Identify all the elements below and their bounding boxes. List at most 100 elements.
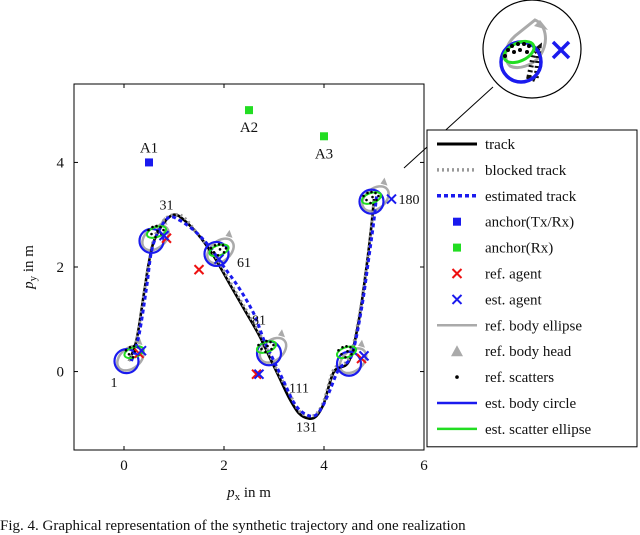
ref-scatter-point [150,232,153,236]
ref-body-head [380,177,388,186]
ref-scatter-point [340,352,343,356]
ref-scatter-point [269,340,272,344]
legend-swatch-body-head [451,345,463,357]
ref-scatter-point [341,345,344,349]
legend-box [426,129,638,448]
ref-scatter-point [266,344,269,348]
ref-scatter-point [131,355,135,359]
ref-scatter-point [350,352,353,356]
ref-scatter-point [349,345,352,349]
ref-scatter-point [128,345,132,349]
ref-scatter-point [365,198,368,202]
figure-caption: Fig. 4. Graphical representation of the … [0,518,466,534]
legend-swatch-agent [451,294,463,305]
est-scatter-ellipse [335,345,358,360]
x-tick-label: 2 [220,458,228,474]
ref-scatter-point [212,251,216,254]
ref-agent-marker [193,264,205,275]
ref-scatter-point [257,343,260,347]
legend-label: ref. agent [485,267,542,283]
est-body-circle [358,188,385,215]
ref-scatter-point [132,344,136,348]
ref-body-head [278,329,285,338]
ref-scatter-point [162,228,165,232]
ref-scatter-point [221,244,225,247]
time-index-label: 111 [289,381,309,396]
ref-scatter-point [370,190,373,194]
est-scatter-ellipse [208,243,230,258]
ref-scatter-point [270,347,273,351]
ref-scatter-point [337,348,340,352]
ref-scatter-point [352,348,355,352]
y-tick-label: 0 [57,365,65,381]
ref-scatter-point [377,194,380,198]
ref-scatter-point [345,344,348,348]
ref-scatter-point [155,224,158,228]
ref-scatter-point [272,343,275,347]
x-axis-label: px in m [226,485,271,503]
ref-scatter-point [265,339,268,343]
ref-scatter-point [366,191,369,195]
ref-scatter-point [264,350,267,354]
ref-scatter-point [159,225,162,229]
ref-agent-marker [251,368,262,380]
ref-scatter-point [124,348,128,352]
est-body-circle [203,240,230,268]
x-tick-label: 4 [320,458,328,474]
est-agent-marker [386,193,397,205]
time-index-label: 31 [160,198,174,213]
time-index-label: 180 [399,193,420,208]
time-index-label: 61 [237,256,251,271]
ref-scatter-point [222,251,226,254]
legend-label: est. agent [485,292,542,308]
legend-label: est. scatter ellipse [485,422,592,438]
x-tick-label: 6 [420,458,428,474]
ref-scatter-point [344,355,347,359]
time-index-label: 131 [296,420,317,435]
ref-scatter-point [216,254,220,257]
ref-scatter-point [154,235,157,239]
est-scatter-ellipse [360,191,383,205]
ref-body-head [225,229,233,238]
ref-body-head [358,339,365,348]
anchor-label: A3 [315,146,333,162]
ref-scatter-point [369,201,372,205]
legend-label: anchor(Tx/Rx) [485,215,574,231]
ref-scatter-point [260,347,263,351]
legend-label: ref. body head [485,344,572,360]
time-index-label: 81 [252,313,266,328]
y-tick-label: 2 [57,260,65,276]
ref-scatter-point [147,228,150,232]
ref-scatter-point [217,243,221,246]
est-scatter-ellipse [255,340,278,354]
zoom-inset [403,0,582,169]
anchor-marker [320,132,328,141]
anchor-marker [145,158,153,167]
legend-label: anchor(Rx) [485,241,553,257]
plot-area [113,106,397,421]
ref-scatter-point [261,340,264,344]
legend-label: ref. body ellipse [485,318,582,334]
legend-label: estimated track [485,189,577,205]
est-scatter-ellipse [145,225,168,239]
time-index-label: 1 [111,376,118,391]
ref-scatter-point [346,349,349,353]
est-body-circle [335,350,363,377]
est-agent-marker [253,368,265,380]
y-axis-label: py in m [21,245,39,290]
legend-swatch-agent [451,268,463,279]
legend-label: track [485,137,515,153]
ref-scatter-point [374,191,377,195]
legend-swatch-anchor [453,243,461,252]
ref-scatter-point [127,352,131,356]
y-tick-label: 4 [57,155,65,171]
ref-scatter-point [218,248,222,251]
est-agent-marker [358,350,370,362]
plot-axes: 0 2 4 6 0 2 4 px in m py in m [21,83,428,503]
est-agent-marker [158,230,170,241]
legend-label: ref. scatters [485,370,554,386]
ref-scatter-point [224,247,228,250]
anchor-label: A1 [140,140,158,156]
